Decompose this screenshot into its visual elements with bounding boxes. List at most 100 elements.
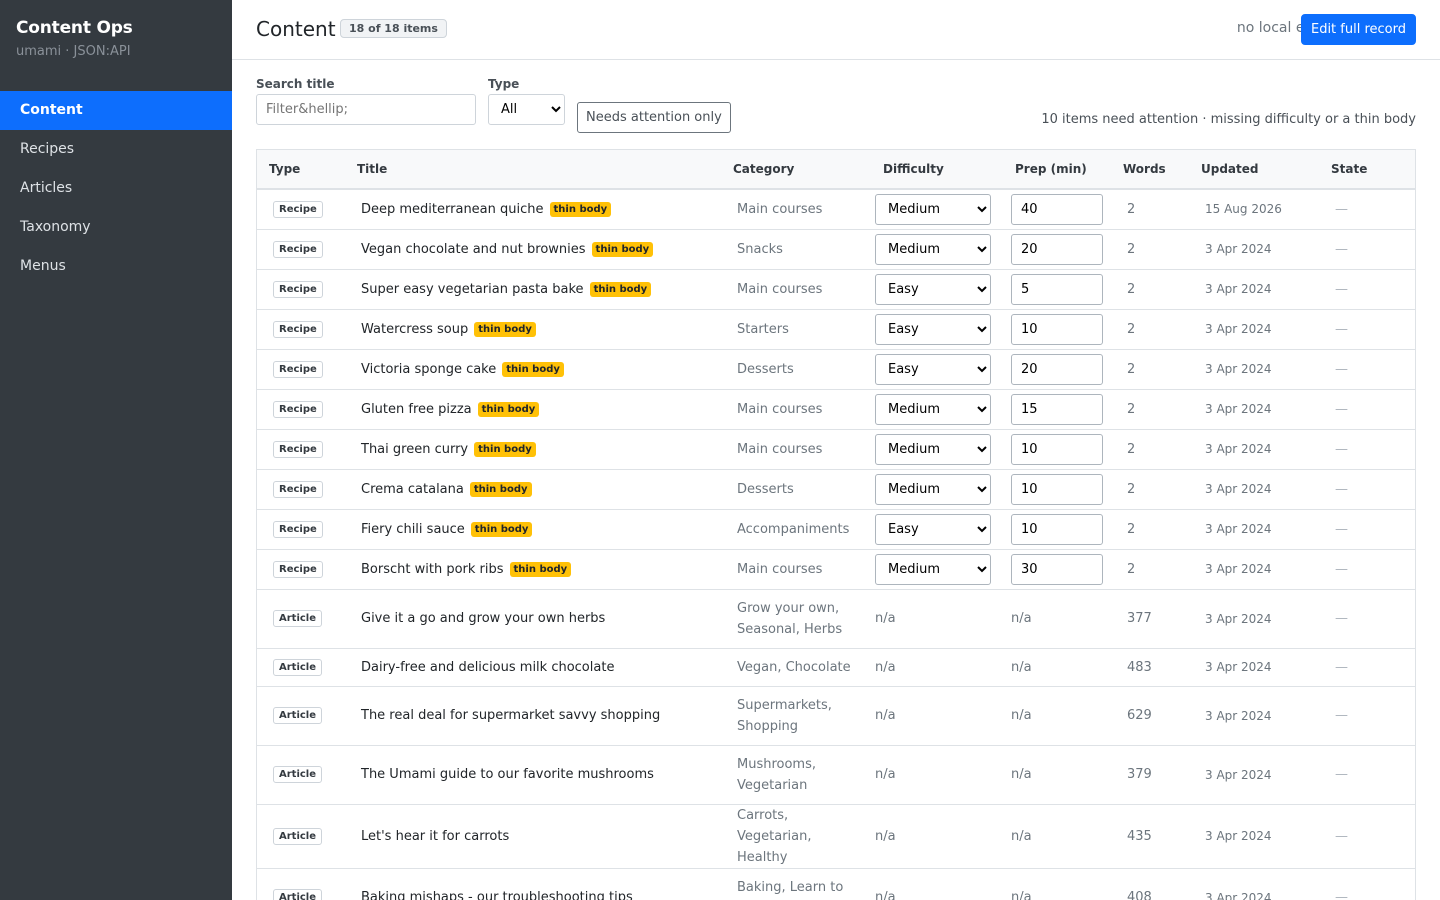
table-row[interactable]: Recipe Borscht with pork ribs thin body Mai… [257, 549, 1415, 590]
table-row[interactable]: Recipe Thai green curry thin body Main cour… [257, 429, 1415, 470]
title-cell[interactable]: Super easy vegetarian pasta bake thin bod… [345, 269, 721, 310]
sidebar-item-recipes[interactable]: Recipes [20, 141, 75, 157]
title-cell[interactable]: Vegan chocolate and nut brownies thin bod… [345, 229, 721, 270]
column-header-title[interactable]: Title [345, 150, 721, 190]
state-cell: — [1319, 349, 1415, 390]
table-row[interactable]: Article The Umami guide to our favorite m… [257, 745, 1415, 805]
column-header-state[interactable]: State [1319, 150, 1415, 190]
item-title-link[interactable]: The Umami guide to our favorite mushroom… [361, 767, 654, 782]
prep-minutes-input[interactable] [1011, 273, 1103, 305]
search-title-input[interactable] [256, 94, 476, 125]
prep-minutes-input[interactable] [1011, 193, 1103, 225]
title-cell[interactable]: Baking mishaps - our troubleshooting tip… [345, 868, 721, 900]
title-cell[interactable]: Let's hear it for carrots [345, 804, 721, 869]
item-title-link[interactable]: Baking mishaps - our troubleshooting tip… [361, 890, 633, 900]
table-row[interactable]: Recipe Vegan chocolate and nut brownies th… [257, 229, 1415, 270]
title-cell[interactable]: Fiery chili sauce thin body [345, 509, 721, 550]
column-header-prep[interactable]: Prep (min) [1003, 150, 1111, 190]
difficulty-select[interactable]: Medium [875, 393, 991, 425]
table-row[interactable]: Recipe Victoria sponge cake thin body Desse… [257, 349, 1415, 390]
table-row[interactable]: Recipe Deep mediterranean quiche thin body… [257, 189, 1415, 230]
table-row[interactable]: Recipe Gluten free pizza thin body Main cou… [257, 389, 1415, 430]
difficulty-select[interactable]: Easy [875, 273, 991, 305]
difficulty-select[interactable]: Easy [875, 313, 991, 345]
difficulty-select[interactable]: Easy [875, 353, 991, 385]
table-row[interactable]: Recipe Super easy vegetarian pasta bake th… [257, 269, 1415, 310]
updated-date-cell: 3 Apr 2024 [1189, 509, 1319, 550]
difficulty-select[interactable]: Easy [875, 513, 991, 545]
title-cell[interactable]: Victoria sponge cake thin body [345, 349, 721, 390]
prep-minutes-input[interactable] [1011, 233, 1103, 265]
title-cell[interactable]: Borscht with pork ribs thin body [345, 549, 721, 590]
column-header-words[interactable]: Words [1111, 150, 1189, 190]
table-row[interactable]: Article Give it a go and grow your own he… [257, 589, 1415, 649]
table-row[interactable]: Article Let's hear it for carrots Carrots,… [257, 804, 1415, 869]
edit-full-record-button[interactable]: Edit full record [1300, 14, 1416, 45]
table-row[interactable]: Article Baking mishaps - our troubleshoot… [257, 868, 1415, 900]
title-cell[interactable]: The real deal for supermarket savvy shop… [345, 686, 721, 746]
item-title-link[interactable]: Victoria sponge cake [361, 361, 497, 377]
category-cell: Main courses [721, 189, 871, 230]
prep-cell [1003, 229, 1111, 270]
difficulty-select[interactable]: Medium [875, 233, 991, 265]
thin-body-badge: thin body [589, 281, 652, 297]
prep-minutes-input[interactable] [1011, 513, 1103, 545]
difficulty-select[interactable]: Medium [875, 193, 991, 225]
difficulty-select[interactable]: Medium [875, 433, 991, 465]
column-header-category[interactable]: Category [721, 150, 871, 190]
difficulty-select[interactable]: Medium [875, 553, 991, 585]
prep-cell: n/a [1003, 804, 1111, 869]
item-title-link[interactable]: Watercress soup [361, 321, 469, 337]
prep-minutes-input[interactable] [1011, 393, 1103, 425]
word-count-cell: 2 [1111, 189, 1189, 230]
title-cell[interactable]: Give it a go and grow your own herbs [345, 589, 721, 649]
column-header-updated[interactable]: Updated [1189, 150, 1319, 190]
item-title-link[interactable]: Borscht with pork ribs [361, 561, 504, 577]
column-header-type[interactable]: Type [257, 150, 345, 190]
item-title-link[interactable]: Vegan chocolate and nut brownies [361, 241, 586, 257]
prep-minutes-input[interactable] [1011, 433, 1103, 465]
prep-minutes-input[interactable] [1011, 553, 1103, 585]
prep-minutes-input[interactable] [1011, 353, 1103, 385]
sidebar-item-menus[interactable]: Menus [20, 258, 66, 274]
type-badge: Recipe [273, 280, 323, 298]
title-cell[interactable]: Deep mediterranean quiche thin body [345, 189, 721, 230]
item-title-link[interactable]: The real deal for supermarket savvy shop… [361, 708, 661, 723]
item-title-link[interactable]: Fiery chili sauce [361, 521, 465, 537]
updated-date-cell: 3 Apr 2024 [1189, 549, 1319, 590]
prep-na: n/a [1011, 828, 1032, 844]
item-title-link[interactable]: Super easy vegetarian pasta bake [361, 281, 584, 297]
item-title-link[interactable]: Give it a go and grow your own herbs [361, 611, 606, 626]
item-title-link[interactable]: Thai green curry [361, 441, 469, 457]
title-cell[interactable]: Gluten free pizza thin body [345, 389, 721, 430]
item-title-link[interactable]: Let's hear it for carrots [361, 828, 510, 844]
table-row[interactable]: Recipe Crema catalana thin body Desserts Med… [257, 469, 1415, 510]
table-row[interactable]: Article Dairy-free and delicious milk cho… [257, 648, 1415, 687]
title-cell[interactable]: Thai green curry thin body [345, 429, 721, 470]
item-title-link[interactable]: Dairy-free and delicious milk chocolate [361, 659, 615, 675]
title-cell[interactable]: The Umami guide to our favorite mushroom… [345, 745, 721, 805]
column-header-difficulty[interactable]: Difficulty [871, 150, 1003, 190]
prep-minutes-input[interactable] [1011, 473, 1103, 505]
type-cell: Article [257, 804, 345, 869]
title-cell[interactable]: Dairy-free and delicious milk chocolate [345, 648, 721, 687]
needs-attention-toggle[interactable]: Needs attention only [577, 102, 731, 133]
word-count-cell: 2 [1111, 509, 1189, 550]
difficulty-select[interactable]: Medium [875, 473, 991, 505]
item-title-link[interactable]: Crema catalana [361, 481, 464, 497]
table-row[interactable]: Recipe Fiery chili sauce thin body Accompan… [257, 509, 1415, 550]
title-cell[interactable]: Crema catalana thin body [345, 469, 721, 510]
prep-minutes-input[interactable] [1011, 313, 1103, 345]
prep-na: n/a [1011, 659, 1032, 675]
sidebar-item-content[interactable]: Content [0, 91, 232, 130]
type-filter-select[interactable]: All [488, 94, 565, 125]
title-cell[interactable]: Watercress soup thin body [345, 309, 721, 350]
state-cell: — [1319, 686, 1415, 746]
difficulty-cell: Easy [871, 349, 1003, 390]
table-row[interactable]: Article The real deal for supermarket sav… [257, 686, 1415, 746]
item-title-link[interactable]: Gluten free pizza [361, 401, 472, 417]
item-title-link[interactable]: Deep mediterranean quiche [361, 201, 544, 217]
sidebar-item-taxonomy[interactable]: Taxonomy [20, 219, 91, 235]
sidebar-item-articles[interactable]: Articles [20, 180, 73, 196]
table-row[interactable]: Recipe Watercress soup thin body Starters Ea… [257, 309, 1415, 350]
